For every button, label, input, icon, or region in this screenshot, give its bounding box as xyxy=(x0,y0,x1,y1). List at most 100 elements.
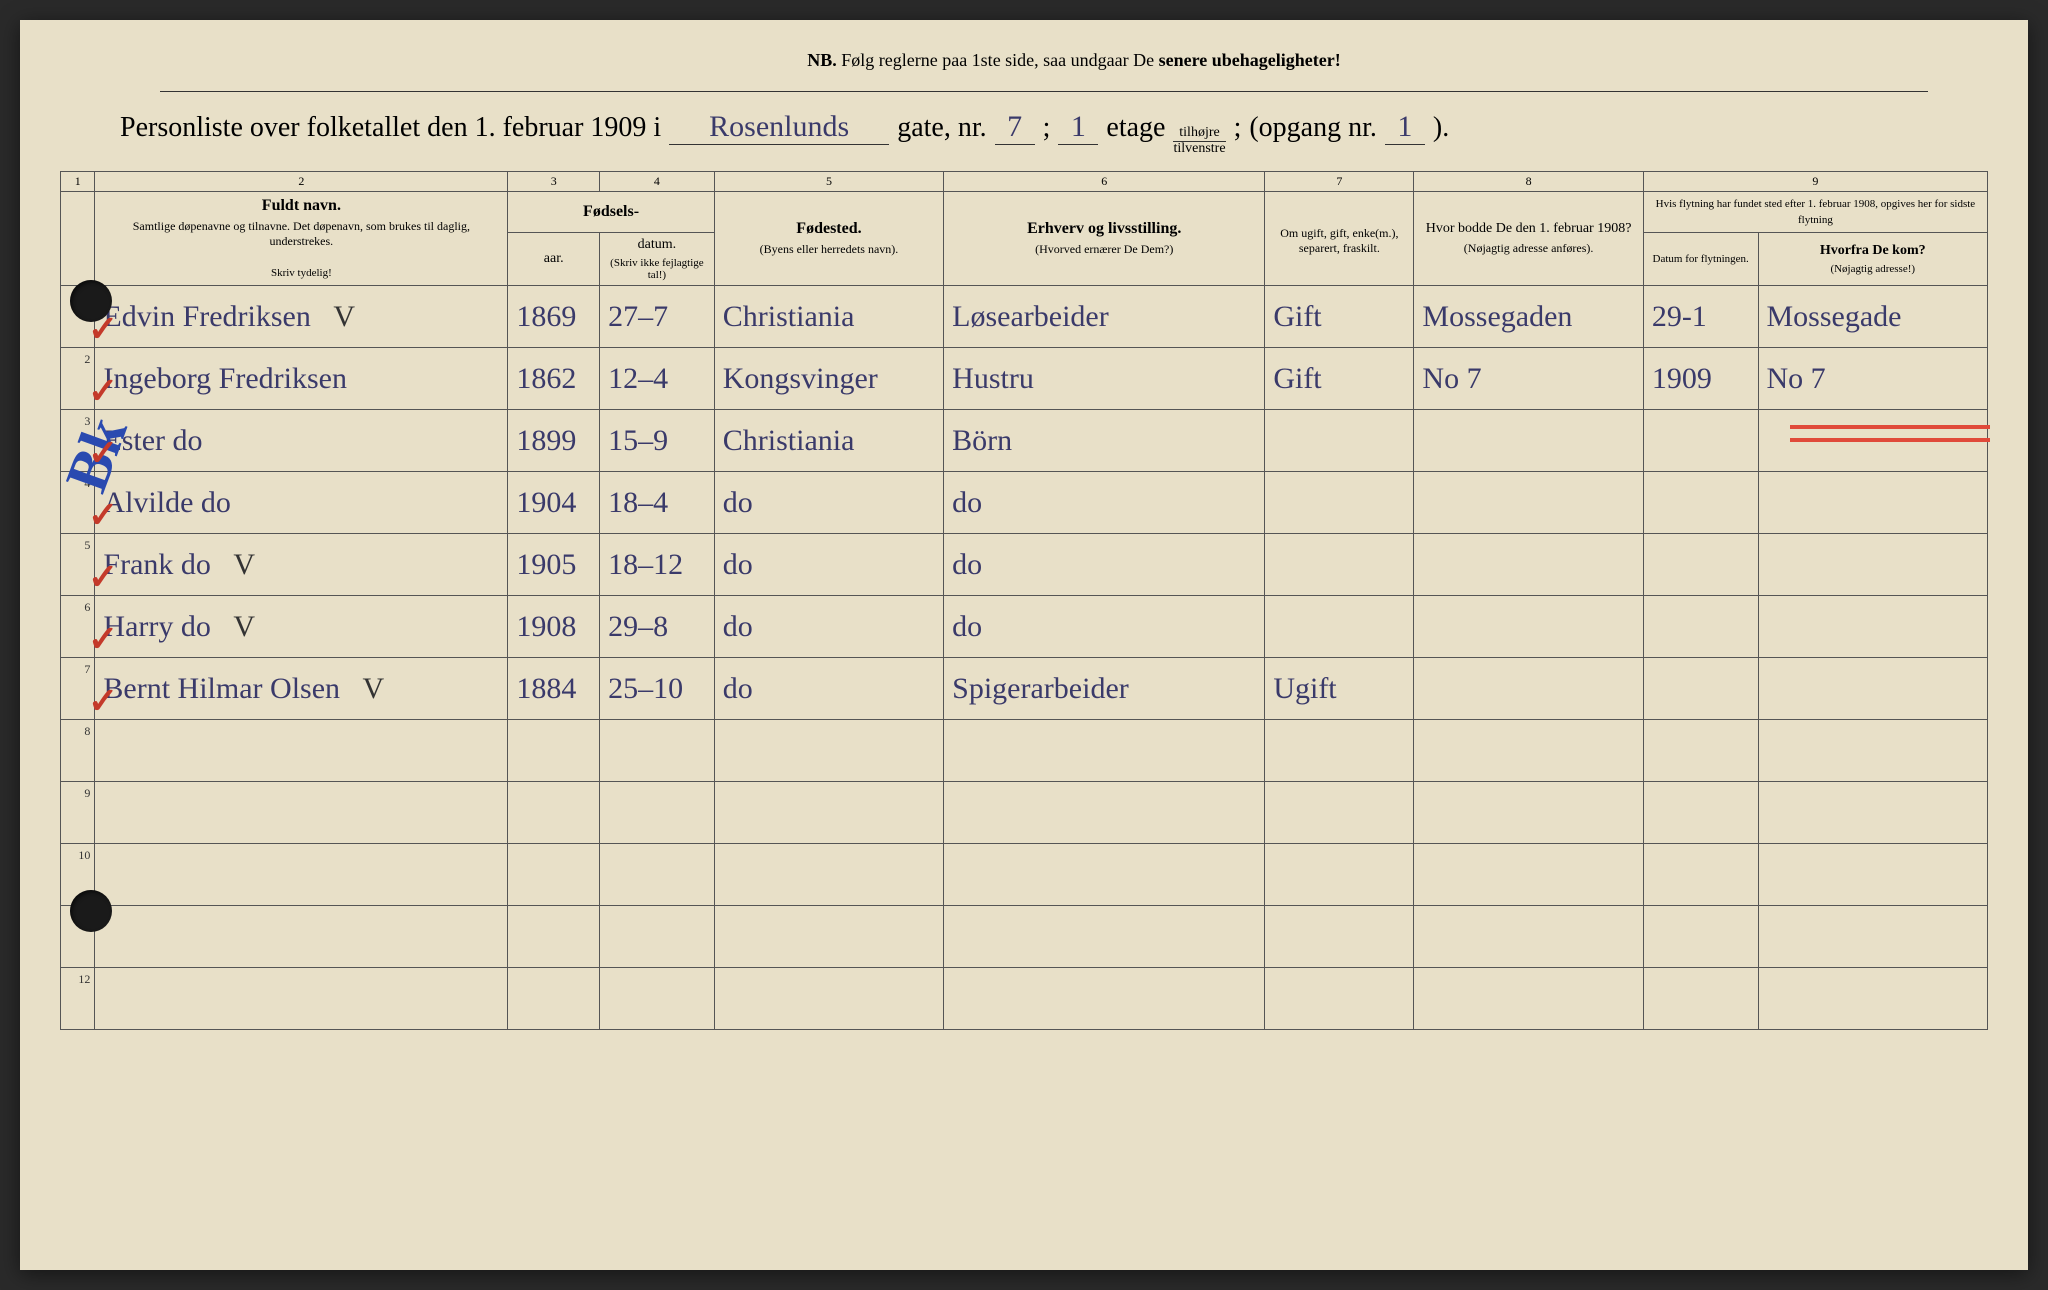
h-year: aar. xyxy=(508,233,600,286)
cell-year: 1869 xyxy=(508,286,600,348)
cell-mar xyxy=(1265,844,1414,906)
h-name-main: Fuldt navn. xyxy=(262,197,341,214)
red-check-mark: ✓ xyxy=(88,680,118,722)
gate-label: gate, nr. xyxy=(897,112,986,144)
cell-name: Alvilde do xyxy=(95,472,508,534)
colnum: 1 xyxy=(61,172,95,192)
h-name-sub: Samtlige døpenavne og tilnavne. Det døpe… xyxy=(101,219,501,249)
table-row: 9 xyxy=(61,782,1988,844)
cell-place: Christiania xyxy=(714,410,943,472)
h-birth: Fødsels- xyxy=(508,192,714,233)
census-table: 1 2 3 4 5 6 7 8 9 Fuldt navn. Samtlige d… xyxy=(60,171,1988,1030)
cell-date: 12–4 xyxy=(600,348,715,410)
table-row: 4 Alvilde do 1904 18–4 do do xyxy=(61,472,1988,534)
cell-mar xyxy=(1265,534,1414,596)
cell-mdate xyxy=(1643,844,1758,906)
cell-date: 18–12 xyxy=(600,534,715,596)
h-name: Fuldt navn. Samtlige døpenavne og tilnav… xyxy=(95,192,508,286)
cell-occ xyxy=(944,844,1265,906)
cell-name xyxy=(95,782,508,844)
punch-hole xyxy=(70,890,112,932)
cell-name: Frank do V xyxy=(95,534,508,596)
h-mdate-t: Datum for flytningen. xyxy=(1653,253,1749,265)
cell-date xyxy=(600,906,715,968)
h-date-hint: (Skriv ikke fejlagtige tal!) xyxy=(606,257,708,281)
table-row: 8 xyxy=(61,720,1988,782)
red-underline xyxy=(1790,425,1990,429)
colnum: 4 xyxy=(600,172,715,192)
cell-mdate xyxy=(1643,534,1758,596)
cell-mdate xyxy=(1643,410,1758,472)
cell-mdate: 29-1 xyxy=(1643,286,1758,348)
cell-prev xyxy=(1414,782,1643,844)
cell-prev xyxy=(1414,534,1643,596)
red-underline xyxy=(1790,438,1990,442)
table-row: 12 xyxy=(61,968,1988,1030)
side-bot: tilvenstre xyxy=(1173,142,1225,156)
red-check-mark: ✓ xyxy=(88,494,118,536)
red-check-mark: ✓ xyxy=(88,370,118,412)
cell-prev xyxy=(1414,658,1643,720)
nb-bold: senere ubehageligheter! xyxy=(1159,50,1341,70)
cell-mfrom: Mossegade xyxy=(1758,286,1988,348)
h-place: Fødested. (Byens eller herredets navn). xyxy=(714,192,943,286)
cell-prev xyxy=(1414,906,1643,968)
cell-mar xyxy=(1265,596,1414,658)
cell-name xyxy=(95,844,508,906)
h-place-main: Fødested. xyxy=(796,220,861,237)
cell-name xyxy=(95,968,508,1030)
cell-mfrom xyxy=(1758,720,1988,782)
cell-year xyxy=(508,782,600,844)
cell-date: 18–4 xyxy=(600,472,715,534)
table-row: 3 Ester do 1899 15–9 Christiania Börn xyxy=(61,410,1988,472)
cell-mdate xyxy=(1643,782,1758,844)
cell-mfrom xyxy=(1758,782,1988,844)
cell-mfrom: No 7 xyxy=(1758,348,1988,410)
h-move: Hvis flytning har fundet sted efter 1. f… xyxy=(1643,192,1987,233)
cell-occ: do xyxy=(944,596,1265,658)
cell-year: 1899 xyxy=(508,410,600,472)
cell-name: Ingeborg Fredriksen xyxy=(95,348,508,410)
cell-mdate xyxy=(1643,472,1758,534)
side-stack: tilhøjre tilvenstre xyxy=(1173,126,1225,156)
row-num: 9 xyxy=(61,782,95,844)
h-occ: Erhverv og livsstilling. (Hvorved ernære… xyxy=(944,192,1265,286)
cell-place xyxy=(714,720,943,782)
gate-nr: 7 xyxy=(995,110,1035,145)
cell-mdate: 1909 xyxy=(1643,348,1758,410)
table-row: 11 xyxy=(61,906,1988,968)
red-check-mark: ✓ xyxy=(88,308,118,350)
cell-occ xyxy=(944,782,1265,844)
cell-place: do xyxy=(714,658,943,720)
colnum: 8 xyxy=(1414,172,1643,192)
row-num: 8 xyxy=(61,720,95,782)
cell-name: Ester do xyxy=(95,410,508,472)
table-row: 6 Harry do V 1908 29–8 do do xyxy=(61,596,1988,658)
table-row: 5 Frank do V 1905 18–12 do do xyxy=(61,534,1988,596)
h-blank xyxy=(61,192,95,286)
cell-place: Christiania xyxy=(714,286,943,348)
colnum: 7 xyxy=(1265,172,1414,192)
h-mfrom-t: Hvorfra De kom? xyxy=(1820,243,1926,258)
cell-mfrom xyxy=(1758,596,1988,658)
title-prefix: Personliste over folketallet den 1. febr… xyxy=(120,112,661,144)
cell-mar xyxy=(1265,472,1414,534)
cell-mdate xyxy=(1643,906,1758,968)
census-page: NB. Følg reglerne paa 1ste side, saa und… xyxy=(20,20,2028,1270)
cell-occ: Løsearbeider xyxy=(944,286,1265,348)
cell-place xyxy=(714,906,943,968)
cell-name: Bernt Hilmar Olsen V xyxy=(95,658,508,720)
side-top: tilhøjre xyxy=(1173,126,1225,142)
h-prev: Hvor bodde De den 1. februar 1908? (Nøja… xyxy=(1414,192,1643,286)
close: ). xyxy=(1433,112,1449,144)
h-occ-main: Erhverv og livsstilling. xyxy=(1027,220,1181,237)
cell-mar xyxy=(1265,906,1414,968)
cell-place xyxy=(714,782,943,844)
cell-year: 1905 xyxy=(508,534,600,596)
cell-date: 15–9 xyxy=(600,410,715,472)
opgang-nr: 1 xyxy=(1385,110,1425,145)
cell-year xyxy=(508,720,600,782)
cell-occ: Hustru xyxy=(944,348,1265,410)
cell-name xyxy=(95,906,508,968)
sep2: ; xyxy=(1234,112,1242,144)
